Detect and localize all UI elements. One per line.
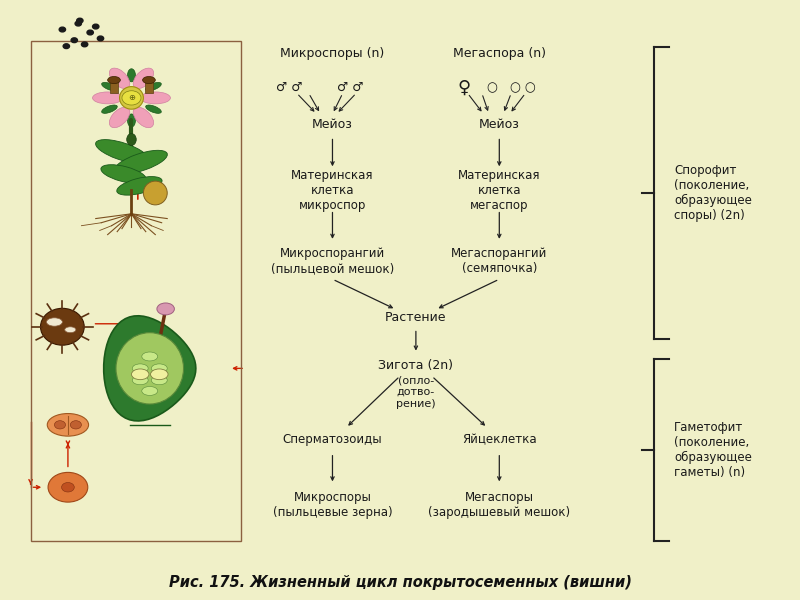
Circle shape <box>71 38 78 43</box>
Text: Микроспоры
(пыльцевые зерна): Микроспоры (пыльцевые зерна) <box>273 491 392 519</box>
Ellipse shape <box>150 369 168 380</box>
Circle shape <box>87 30 94 35</box>
Text: Материнская
клетка
микроспор: Материнская клетка микроспор <box>291 169 374 212</box>
Ellipse shape <box>140 92 170 104</box>
Ellipse shape <box>142 76 155 83</box>
Ellipse shape <box>108 76 120 83</box>
Ellipse shape <box>102 82 118 91</box>
Ellipse shape <box>101 165 146 183</box>
Ellipse shape <box>133 68 154 89</box>
Circle shape <box>75 21 82 26</box>
Ellipse shape <box>114 151 167 174</box>
Circle shape <box>122 91 141 105</box>
Ellipse shape <box>143 181 167 205</box>
Ellipse shape <box>119 86 143 109</box>
Text: Мейоз: Мейоз <box>479 118 520 131</box>
Ellipse shape <box>126 134 136 145</box>
Text: Рис. 175. Жизненный цикл покрытосеменных (вишни): Рис. 175. Жизненный цикл покрытосеменных… <box>169 575 631 590</box>
Text: (опло-
дотво-
рение): (опло- дотво- рение) <box>396 376 436 409</box>
Text: Зигота (2n): Зигота (2n) <box>378 359 454 372</box>
FancyBboxPatch shape <box>110 81 118 93</box>
Ellipse shape <box>117 176 162 195</box>
Ellipse shape <box>46 318 62 326</box>
Text: Микроспоры (n): Микроспоры (n) <box>280 47 385 60</box>
Circle shape <box>62 482 74 492</box>
Circle shape <box>63 44 70 49</box>
Circle shape <box>48 472 88 502</box>
Text: Растение: Растение <box>385 311 446 325</box>
Text: Сперматозоиды: Сперматозоиды <box>282 433 382 446</box>
Ellipse shape <box>41 308 84 345</box>
Ellipse shape <box>116 332 183 404</box>
Text: ○ ○: ○ ○ <box>510 81 536 94</box>
Polygon shape <box>104 316 196 421</box>
Text: ♂ ♂: ♂ ♂ <box>275 81 302 94</box>
Ellipse shape <box>146 82 162 91</box>
Ellipse shape <box>157 303 174 315</box>
Text: ♀: ♀ <box>457 79 470 97</box>
Text: Мегаспоры
(зародышевый мешок): Мегаспоры (зародышевый мешок) <box>428 491 570 519</box>
Ellipse shape <box>151 376 167 385</box>
Ellipse shape <box>132 364 148 373</box>
Text: Мегаспора (n): Мегаспора (n) <box>453 47 546 60</box>
Ellipse shape <box>110 68 130 89</box>
Ellipse shape <box>151 364 167 373</box>
Ellipse shape <box>132 376 148 385</box>
FancyBboxPatch shape <box>145 81 153 93</box>
Circle shape <box>77 18 83 23</box>
Ellipse shape <box>127 69 135 82</box>
Text: Мегаспорангий
(семяпочка): Мегаспорангий (семяпочка) <box>451 247 547 275</box>
Text: Мейоз: Мейоз <box>312 118 353 131</box>
Ellipse shape <box>146 105 162 113</box>
Text: ⊕: ⊕ <box>128 94 135 103</box>
Text: Спорофит
(поколение,
образующее
споры) (2n): Спорофит (поколение, образующее споры) (… <box>674 164 752 222</box>
Circle shape <box>70 421 82 429</box>
Circle shape <box>98 36 104 41</box>
Ellipse shape <box>47 413 89 436</box>
Ellipse shape <box>131 369 149 380</box>
Ellipse shape <box>65 327 76 332</box>
Ellipse shape <box>93 92 122 104</box>
Ellipse shape <box>133 107 154 128</box>
Text: Материнская
клетка
мегаспор: Материнская клетка мегаспор <box>458 169 541 212</box>
Circle shape <box>59 27 66 32</box>
Text: ♂ ♂: ♂ ♂ <box>338 81 364 94</box>
Ellipse shape <box>142 386 158 395</box>
Text: Яйцеклетка: Яйцеклетка <box>462 433 537 446</box>
Text: Гаметофит
(поколение,
образующее
гаметы) (n): Гаметофит (поколение, образующее гаметы)… <box>674 421 752 479</box>
Ellipse shape <box>102 105 118 113</box>
Circle shape <box>54 421 66 429</box>
Ellipse shape <box>127 114 135 127</box>
Ellipse shape <box>110 107 130 128</box>
Circle shape <box>93 24 99 29</box>
Ellipse shape <box>96 140 148 163</box>
Ellipse shape <box>142 352 158 361</box>
Text: ○: ○ <box>486 81 498 94</box>
Circle shape <box>82 42 88 47</box>
Text: Микроспорангий
(пыльцевой мешок): Микроспорангий (пыльцевой мешок) <box>271 247 394 275</box>
